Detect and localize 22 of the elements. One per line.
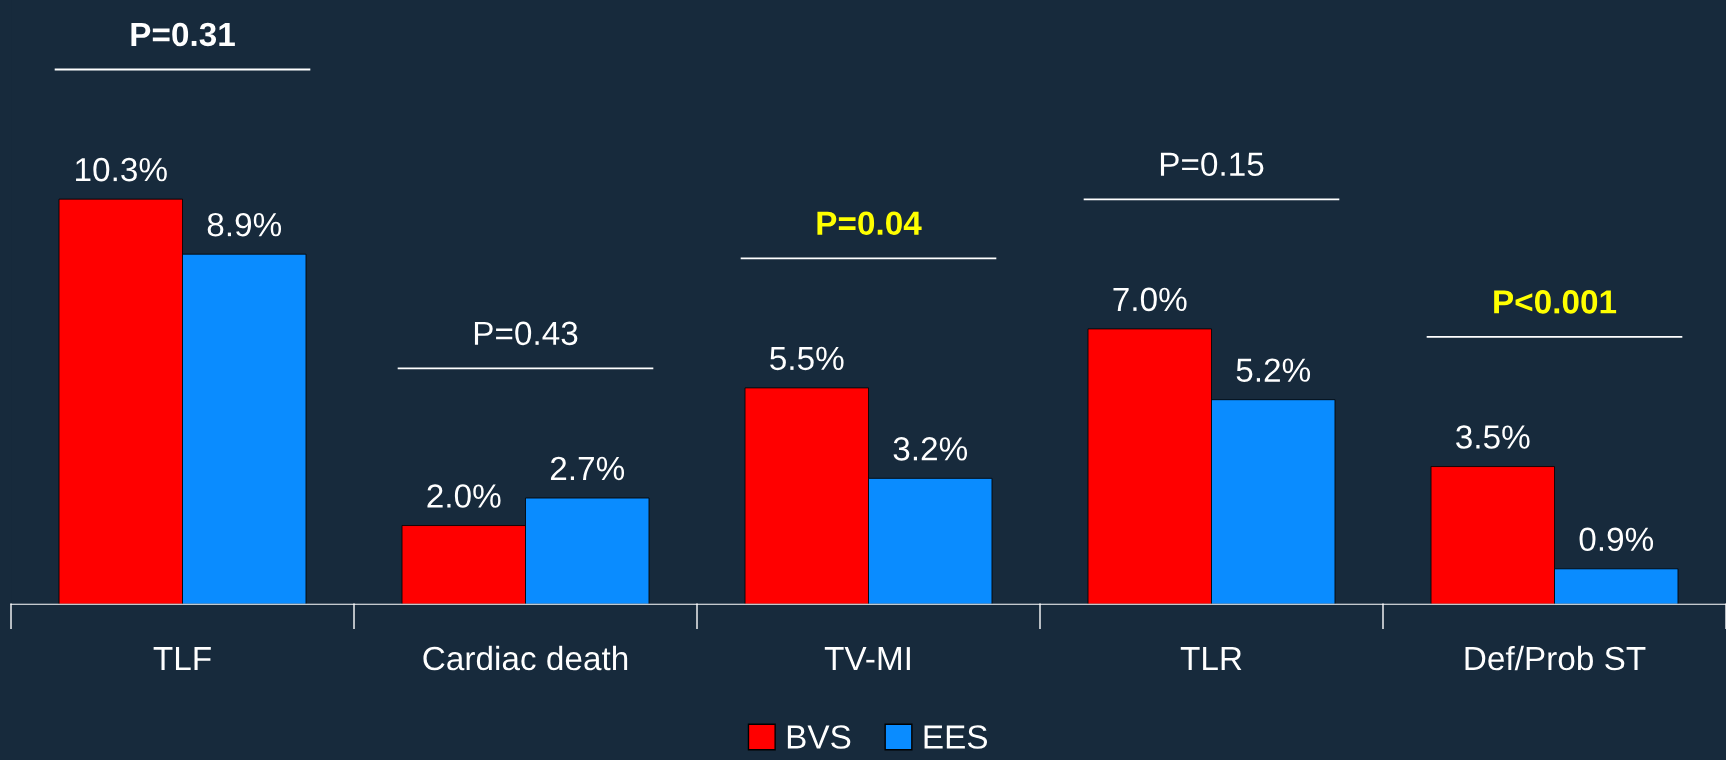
data-label: 3.2%	[893, 437, 968, 461]
data-label: 0.9%	[1579, 527, 1654, 552]
data-label: 5.5%	[770, 346, 844, 371]
annotation: P<0.001	[1494, 290, 1617, 314]
text: P=0.15	[1160, 152, 1264, 177]
legend-label: EES	[924, 725, 988, 749]
x-tick-label: TV-MI	[824, 647, 910, 671]
legend-label: BVS	[787, 725, 851, 749]
x-tick-label: TLF	[153, 647, 211, 671]
annotation: P=0.04	[817, 211, 922, 236]
data-label: 7.0%	[1113, 287, 1187, 312]
x-tick-label: TLR	[1180, 647, 1242, 671]
data-label: 2.7%	[550, 456, 625, 481]
data-label: 10.3%	[76, 157, 167, 182]
x-tick-label: Cardiac death	[423, 645, 628, 671]
annotation: P=0.43	[474, 321, 578, 346]
text: P=0.31	[131, 22, 235, 47]
data-label: 5.2%	[1236, 358, 1311, 382]
data-label: 8.9%	[207, 212, 282, 237]
data-label: 3.5%	[1456, 425, 1530, 449]
x-tick-label: Def/Prob ST	[1465, 645, 1646, 671]
data-label: 2.0%	[427, 484, 501, 508]
